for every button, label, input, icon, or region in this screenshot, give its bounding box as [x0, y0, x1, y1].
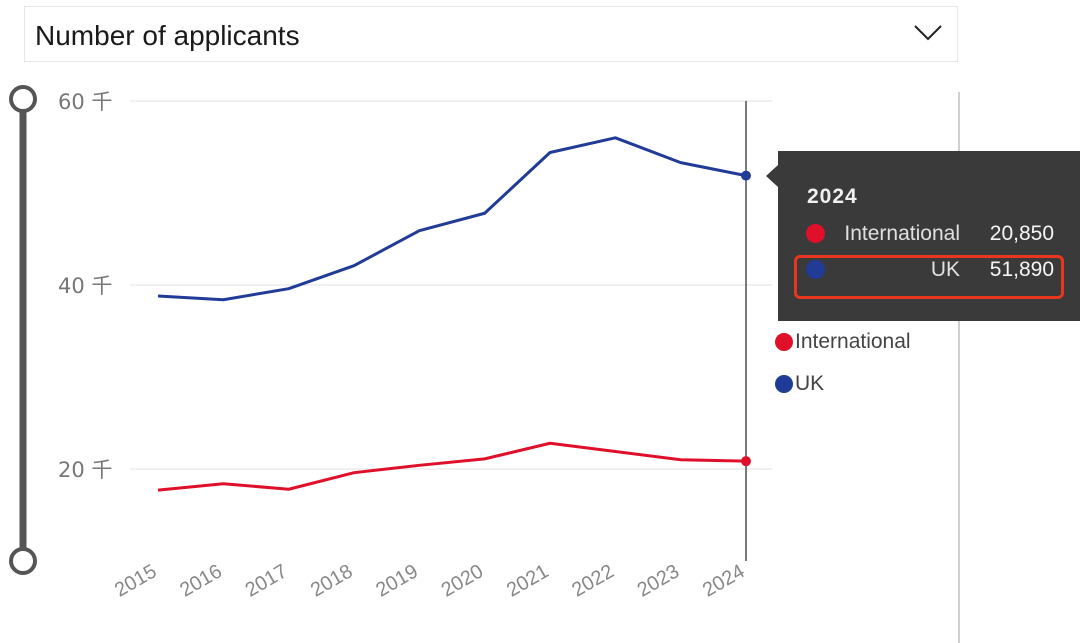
legend-label-uk: UK: [795, 372, 825, 395]
tooltip-value-uk: 51,890: [989, 258, 1054, 281]
series-point-international[interactable]: [741, 456, 751, 467]
series-line-uk: [157, 136, 747, 302]
x-tick-label: 2019: [372, 560, 422, 601]
x-tick-label: 2023: [634, 560, 684, 601]
y-tick-label: 60 千: [58, 90, 112, 114]
series-line-international: [157, 441, 747, 492]
x-tick-label: 2016: [176, 560, 226, 601]
x-tick-label: 2017: [242, 560, 292, 601]
tooltip-title: 2024: [807, 185, 858, 208]
tooltip-label-international: International: [844, 222, 960, 245]
chevron-down-icon: [914, 25, 942, 41]
y-axis-ticks: 20 千 40 千 60 千: [58, 90, 112, 482]
panel-divider: [958, 92, 960, 643]
x-axis-ticks: 2015 2016 2017 2018 2019 2020 2021 2022 2023 2024: [111, 560, 749, 601]
highlight-annotation: [794, 255, 1064, 299]
tooltip-row-uk: UK 51,890: [778, 257, 1080, 287]
series-points: [741, 170, 751, 467]
tooltip-row-international: International 20,850: [778, 221, 1080, 251]
tooltip-dot-uk: [806, 260, 825, 279]
legend-dot-uk: [775, 375, 793, 393]
chart-tooltip: 2024 International 20,850 UK 51,890: [778, 151, 1080, 321]
range-slider: [9, 85, 37, 575]
measure-dropdown-value: Number of applicants: [35, 20, 300, 51]
tooltip-arrow: [766, 165, 778, 187]
series-lines: [157, 136, 747, 492]
legend-label-international: International: [795, 330, 911, 353]
x-tick-label: 2021: [503, 560, 553, 601]
series-point-uk[interactable]: [741, 170, 751, 181]
tooltip-label-uk: UK: [930, 258, 960, 281]
slider-handle-lower[interactable]: [9, 547, 37, 575]
legend-dot-international: [775, 333, 793, 351]
x-tick-label: 2020: [438, 560, 488, 601]
y-tick-label: 40 千: [58, 274, 112, 298]
y-tick-label: 20 千: [58, 458, 112, 482]
x-tick-label: 2015: [111, 560, 161, 601]
tooltip-dot-international: [806, 224, 825, 243]
tooltip-value-international: 20,850: [989, 222, 1054, 245]
x-tick-label: 2024: [699, 560, 749, 601]
x-tick-label: 2022: [568, 560, 618, 601]
measure-dropdown[interactable]: Number of applicants: [24, 6, 958, 62]
x-tick-label: 2018: [307, 560, 357, 601]
slider-handle-upper[interactable]: [9, 85, 37, 113]
grid-lines: [130, 100, 772, 561]
